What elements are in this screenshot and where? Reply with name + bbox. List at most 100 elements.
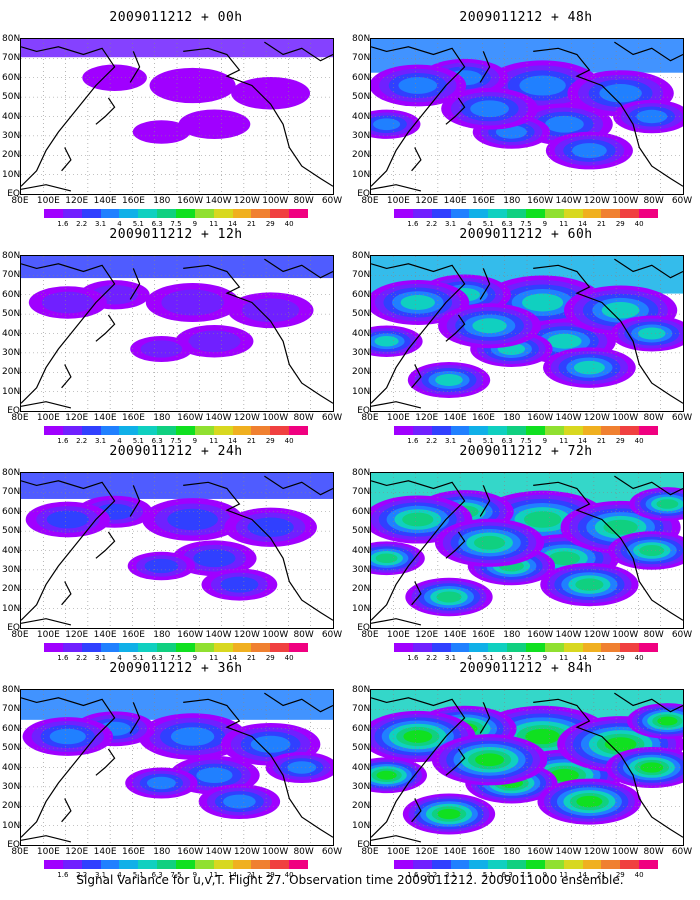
colorbar-segment <box>213 860 234 869</box>
colorbar-label: 9 <box>542 220 548 228</box>
lon-tick-label: 140W <box>205 196 232 206</box>
colorbar-segment <box>100 643 120 652</box>
colorbar-label: 14 <box>228 871 238 879</box>
colorbar-label: 4 <box>467 437 472 445</box>
colorbar-segment <box>270 209 290 218</box>
lon-tick-label: 160W <box>527 847 554 857</box>
lon-tick-label: 160E <box>122 196 145 206</box>
lat-tick-label: 70N <box>2 704 21 715</box>
colorbar-segment <box>138 209 158 218</box>
variance-contour <box>525 728 560 745</box>
colorbar-label: 11 <box>209 220 219 228</box>
lon-tick-label: 120W <box>233 413 260 423</box>
lon-tick-label: 140W <box>555 413 582 423</box>
coastline <box>411 581 422 606</box>
colorbar-segment <box>194 209 215 218</box>
lon-tick-label: 140W <box>205 847 232 857</box>
lon-tick-label: 80E <box>361 196 379 206</box>
lat-tick-label: 10N <box>352 386 371 397</box>
lat-tick-label: EQ <box>357 623 370 633</box>
lon-tick-label: 120E <box>415 196 439 206</box>
colorbar-label: 3.1 <box>94 220 107 228</box>
colorbar-segment <box>289 860 309 869</box>
lon-tick-label: 180 <box>503 413 521 423</box>
map-panel: 2009011212 + 72h 80N 70N 60N 50N 40N 30N 20N 10N… <box>352 444 692 662</box>
colorbar-label: 4 <box>117 871 122 879</box>
lat-tick-label: 50N <box>2 526 21 537</box>
lon-tick-label: 180 <box>153 630 171 640</box>
colorbar-label: 11 <box>209 654 219 662</box>
colorbar-label: 11 <box>559 220 569 228</box>
colorbar-label: 7.5 <box>520 654 532 662</box>
variance-contour <box>402 512 434 527</box>
colorbar-label: 21 <box>596 871 606 879</box>
lat-tick-label: 60N <box>352 72 371 83</box>
colorbar-segment <box>194 643 215 652</box>
lon-tick-label: 160W <box>527 413 554 423</box>
coastline <box>614 475 683 496</box>
variance-contour <box>373 118 401 131</box>
colorbar-segment <box>526 860 546 869</box>
colorbar-segment <box>488 860 508 869</box>
colorbar-label: 6.3 <box>501 871 513 879</box>
colorbar-label: 2.2 <box>426 654 438 662</box>
colorbar-segment <box>582 209 602 218</box>
lat-tick-label: 60N <box>2 289 21 300</box>
colorbar-label: 5.1 <box>482 654 494 662</box>
lon-tick-label: 100W <box>612 630 639 640</box>
panel-title: 2009011212 + 12h <box>109 227 243 242</box>
lon-tick-label: 160E <box>122 847 145 857</box>
colorbar-segment <box>526 209 546 218</box>
colorbar-segment <box>431 860 452 869</box>
variance-contour <box>196 767 233 783</box>
lat-tick-label: 20N <box>352 367 371 378</box>
lat-tick-label: 40N <box>352 762 371 773</box>
lon-tick-label: 100E <box>36 413 60 423</box>
colorbar-label: 7.5 <box>520 871 532 879</box>
panel-title: 2009011212 + 24h <box>109 444 243 459</box>
lat-tick-label: 30N <box>352 130 371 141</box>
lon-tick-label: 140W <box>555 847 582 857</box>
colorbar-label: 9 <box>542 654 548 662</box>
colorbar-segment <box>469 209 489 218</box>
lon-tick-label: 120E <box>415 630 439 640</box>
colorbar-segment <box>157 209 177 218</box>
lat-tick-label: 20N <box>2 584 21 595</box>
lat-tick-label: 50N <box>352 309 371 320</box>
colorbar-label: 5.1 <box>482 437 494 445</box>
coastline <box>411 364 422 389</box>
colorbar-segment <box>119 860 139 869</box>
variance-contour <box>49 728 86 745</box>
colorbar-segment <box>544 860 565 869</box>
colorbar-label: 29 <box>615 654 625 662</box>
variance-contour <box>82 64 147 92</box>
panel-title: 2009011212 + 00h <box>109 10 243 25</box>
colorbar-segment <box>81 209 102 218</box>
lon-tick-label: 140W <box>555 630 582 640</box>
coastline <box>479 268 491 300</box>
colorbar-label: 1.6 <box>407 220 419 228</box>
variance-contour <box>473 535 506 550</box>
variance-contour <box>475 753 504 767</box>
lon-tick-label: 160E <box>472 196 495 206</box>
variance-contour <box>656 499 679 509</box>
colorbar-segment <box>176 860 196 869</box>
colorbar-segment <box>450 860 470 869</box>
colorbar-segment <box>488 209 508 218</box>
lat-tick-label: 80N <box>2 685 21 695</box>
lat-tick-label: 60N <box>2 723 21 734</box>
lon-tick-label: 60W <box>671 847 693 857</box>
colorbar-label: 5.1 <box>482 871 494 879</box>
colorbar-label: 4 <box>467 871 472 879</box>
variance-map <box>370 472 684 629</box>
lat-tick-label: 10N <box>2 820 21 831</box>
lon-tick-label: 80W <box>293 413 314 423</box>
variance-contour <box>472 318 507 334</box>
lat-tick-label: 50N <box>352 526 371 537</box>
variance-contour <box>247 517 294 538</box>
colorbar-label: 7.5 <box>170 437 182 445</box>
lon-tick-label: 120E <box>415 847 439 857</box>
lat-tick-label: 30N <box>2 130 21 141</box>
variance-contour <box>657 716 678 726</box>
colorbar-label: 29 <box>615 437 625 445</box>
